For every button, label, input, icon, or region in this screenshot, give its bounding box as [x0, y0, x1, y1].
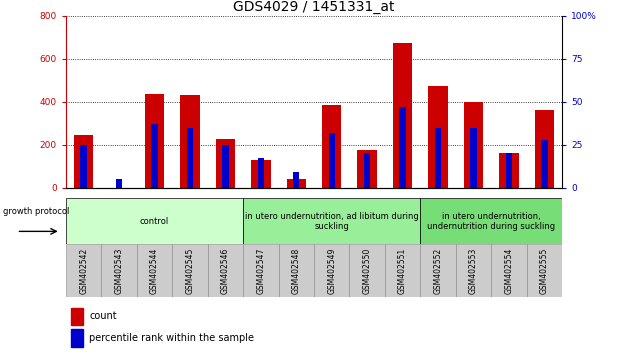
Bar — [399, 107, 406, 188]
Bar — [145, 94, 165, 188]
Bar — [357, 150, 377, 188]
Text: GSM402547: GSM402547 — [256, 247, 266, 294]
Bar — [251, 160, 271, 188]
Bar — [428, 86, 448, 188]
Text: GSM402554: GSM402554 — [504, 247, 514, 294]
Text: GSM402544: GSM402544 — [150, 247, 159, 294]
Bar — [71, 308, 84, 325]
Bar — [463, 102, 483, 188]
Text: percentile rank within the sample: percentile rank within the sample — [89, 333, 254, 343]
Text: in utero undernutrition, ad libitum during
suckling: in utero undernutrition, ad libitum duri… — [245, 212, 419, 231]
Bar — [215, 139, 235, 188]
Text: growth protocol: growth protocol — [3, 207, 70, 216]
Text: in utero undernutrition,
undernutrition during suckling: in utero undernutrition, undernutrition … — [427, 212, 555, 231]
Bar — [71, 329, 84, 347]
Text: GSM402548: GSM402548 — [292, 248, 301, 294]
Text: GSM402549: GSM402549 — [327, 247, 336, 294]
Text: GSM402542: GSM402542 — [79, 248, 88, 294]
Bar — [257, 159, 264, 188]
Bar — [314, 244, 349, 297]
Text: GSM402545: GSM402545 — [185, 247, 195, 294]
Bar — [187, 127, 193, 188]
Bar — [286, 179, 306, 188]
Bar — [243, 198, 420, 244]
Bar — [80, 145, 87, 188]
Text: GSM402546: GSM402546 — [221, 247, 230, 294]
Bar — [456, 244, 491, 297]
Text: GSM402543: GSM402543 — [114, 247, 124, 294]
Bar — [470, 127, 477, 188]
Bar — [491, 244, 527, 297]
Bar — [101, 244, 137, 297]
Text: GSM402550: GSM402550 — [362, 247, 372, 294]
Bar — [279, 244, 314, 297]
Bar — [506, 153, 512, 188]
Bar — [74, 135, 94, 188]
Bar — [420, 244, 456, 297]
Bar — [527, 244, 562, 297]
Bar — [322, 105, 342, 188]
Bar — [541, 139, 548, 188]
Bar — [180, 95, 200, 188]
Bar — [349, 244, 385, 297]
Text: GSM402551: GSM402551 — [398, 248, 407, 294]
Bar — [116, 179, 122, 188]
Bar — [66, 244, 101, 297]
Text: GSM402553: GSM402553 — [469, 247, 478, 294]
Bar — [435, 127, 441, 188]
Text: GSM402552: GSM402552 — [433, 248, 443, 294]
Bar — [364, 153, 371, 188]
Bar — [420, 198, 562, 244]
Bar — [393, 43, 413, 188]
Bar — [137, 244, 172, 297]
Bar — [151, 124, 158, 188]
Bar — [66, 198, 243, 244]
Bar — [172, 244, 208, 297]
Text: GSM402555: GSM402555 — [540, 247, 549, 294]
Bar — [534, 110, 554, 188]
Bar — [208, 244, 243, 297]
Bar — [499, 153, 519, 188]
Bar — [222, 145, 229, 188]
Bar — [385, 244, 420, 297]
Bar — [328, 133, 335, 188]
Title: GDS4029 / 1451331_at: GDS4029 / 1451331_at — [233, 0, 395, 13]
Bar — [243, 244, 279, 297]
Text: count: count — [89, 312, 117, 321]
Text: control: control — [140, 217, 169, 226]
Bar — [293, 172, 300, 188]
